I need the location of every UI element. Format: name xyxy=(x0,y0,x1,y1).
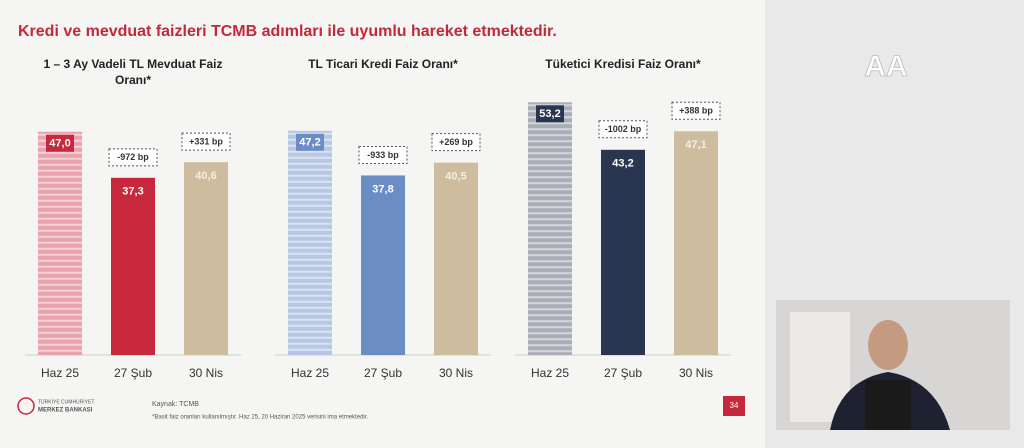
annotation: +388 bp xyxy=(679,106,713,116)
bar xyxy=(361,175,405,355)
value-label: 37,8 xyxy=(372,183,393,195)
annotation-box xyxy=(108,148,158,167)
chart-title: 1 – 3 Ay Vadeli TL Mevduat Faiz Oranı* xyxy=(43,57,223,87)
speaker-head xyxy=(868,320,908,370)
logo-text: TÜRKİYE CUMHURİYET xyxy=(38,398,94,405)
annotation-box xyxy=(598,120,648,139)
value-label: 40,5 xyxy=(445,171,466,183)
value-label: 43,2 xyxy=(612,158,633,170)
slide-title: Kredi ve mevduat faizleri TCMB adımları … xyxy=(18,23,557,40)
chart-title: Tüketici Kredisi Faiz Oranı* xyxy=(545,57,701,71)
x-tick-label: 30 Nis xyxy=(189,366,223,380)
source: Kaynak: TCMB xyxy=(152,401,199,408)
x-tick-label: 30 Nis xyxy=(439,366,473,380)
bar xyxy=(288,130,332,355)
annotation: -972 bp xyxy=(117,152,149,162)
value-label-box xyxy=(536,105,564,123)
bar xyxy=(184,162,228,355)
page-number: 34 xyxy=(730,401,739,410)
bar xyxy=(674,131,718,355)
value-label: 47,2 xyxy=(299,137,320,149)
x-tick-label: Haz 25 xyxy=(531,366,569,380)
annotation-box xyxy=(358,145,408,164)
x-tick-label: Haz 25 xyxy=(41,366,79,380)
x-tick-label: 27 Şub xyxy=(114,366,152,380)
value-label: 53,2 xyxy=(539,108,560,120)
bar xyxy=(601,149,645,355)
footnote: *Basit faiz oranları kullanılmıştır. Haz… xyxy=(152,415,368,421)
x-tick-label: 27 Şub xyxy=(604,366,642,380)
x-tick-label: 27 Şub xyxy=(364,366,402,380)
annotation: -1002 bp xyxy=(605,124,642,134)
bar xyxy=(434,162,478,355)
logo-mark xyxy=(17,397,35,415)
annotation: +269 bp xyxy=(439,137,473,147)
annotation-box xyxy=(181,132,231,151)
value-label-box xyxy=(46,134,74,152)
logo-text: MERKEZ BANKASI xyxy=(38,408,93,414)
annotation-box xyxy=(431,133,481,152)
value-label: 47,0 xyxy=(49,138,70,150)
value-label: 40,6 xyxy=(195,170,216,182)
broadcaster-logo: AA xyxy=(864,50,907,83)
annotation-box xyxy=(671,101,721,120)
value-label: 37,3 xyxy=(122,186,143,198)
annotation: -933 bp xyxy=(367,150,399,160)
bar xyxy=(528,102,572,355)
annotation: +331 bp xyxy=(189,137,223,147)
value-label-box xyxy=(296,133,324,151)
bar xyxy=(111,177,155,355)
x-tick-label: Haz 25 xyxy=(291,366,329,380)
page-number-box xyxy=(723,396,745,416)
podium xyxy=(865,380,911,430)
x-tick-label: 30 Nis xyxy=(679,366,713,380)
value-label: 47,1 xyxy=(685,139,706,151)
chart-title: TL Ticari Kredi Faiz Oranı* xyxy=(308,57,458,71)
